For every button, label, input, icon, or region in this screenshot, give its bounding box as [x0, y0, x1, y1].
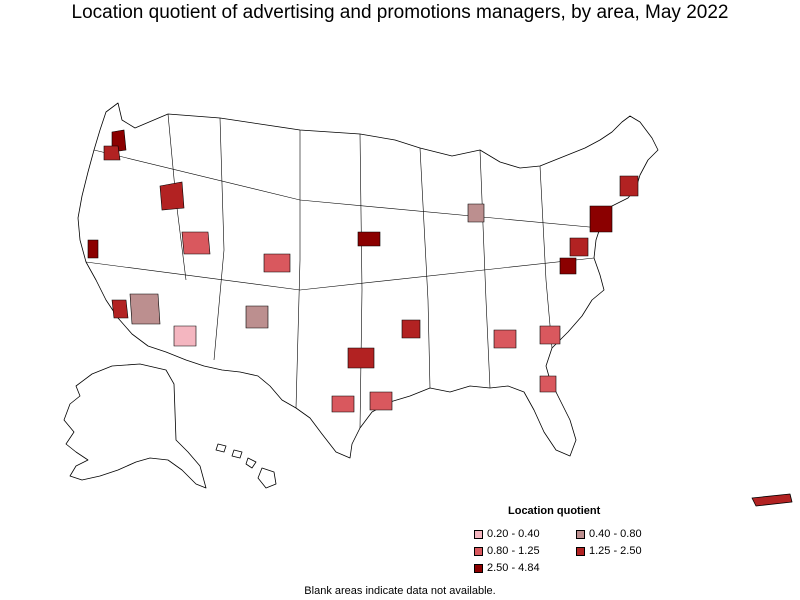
area-austin — [331, 395, 355, 413]
legend-label: 0.20 - 0.40 — [487, 528, 540, 540]
legend-title: Location quotient — [508, 505, 601, 517]
map-title: Location quotient of advertising and pro… — [71, 2, 729, 23]
area-new-york — [589, 205, 613, 233]
alaska-outline — [63, 363, 207, 489]
area-dallas — [347, 347, 375, 369]
area-san-francisco — [87, 239, 99, 259]
legend-label: 1.25 - 2.50 — [589, 545, 642, 557]
hawaii-island-2 — [231, 449, 243, 459]
area-boise — [159, 181, 185, 211]
legend-swatch — [474, 529, 483, 539]
area-florida — [539, 375, 557, 393]
legend-item-0.20-0.40: 0.20 - 0.40 — [474, 528, 540, 540]
legend-item-2.50-4.84: 2.50 - 4.84 — [474, 562, 540, 574]
contiguous-us-outline — [77, 102, 659, 459]
area-charlotte — [539, 325, 561, 345]
area-phoenix — [129, 293, 161, 325]
area-chicago — [467, 203, 485, 223]
area-kansas — [263, 253, 291, 273]
legend-swatch — [474, 546, 483, 556]
state-boundaries — [85, 113, 601, 429]
area-denver — [181, 231, 211, 255]
area-minneapolis — [357, 231, 381, 247]
legend-item-0.80-1.25: 0.80 - 1.25 — [474, 545, 540, 557]
hawaii-island-1 — [215, 443, 227, 453]
area-tucson — [173, 325, 197, 347]
legend-label: 0.40 - 0.80 — [589, 528, 642, 540]
legend-swatch — [576, 546, 585, 556]
hawaii-island-3 — [245, 457, 257, 469]
legend-label: 0.80 - 1.25 — [487, 545, 540, 557]
legend-item-1.25-2.50: 1.25 - 2.50 — [576, 545, 642, 557]
area-portland — [103, 145, 121, 161]
area-houston — [369, 391, 393, 411]
footnote: Blank areas indicate data not available. — [304, 585, 496, 597]
legend-label: 2.50 - 4.84 — [487, 562, 540, 574]
legend-swatch — [576, 529, 585, 539]
area-boston — [619, 175, 639, 197]
area-los-angeles — [111, 299, 129, 319]
area-washington — [559, 257, 577, 275]
hawaii-island-4 — [257, 467, 277, 489]
area-atlanta — [493, 329, 517, 349]
area-albuquerque — [245, 305, 269, 329]
legend-swatch — [474, 563, 483, 573]
area-philadelphia — [569, 237, 589, 257]
legend-item-0.40-0.80: 0.40 - 0.80 — [576, 528, 642, 540]
puerto-rico-outline — [751, 493, 793, 507]
area-oklahoma — [401, 319, 421, 339]
